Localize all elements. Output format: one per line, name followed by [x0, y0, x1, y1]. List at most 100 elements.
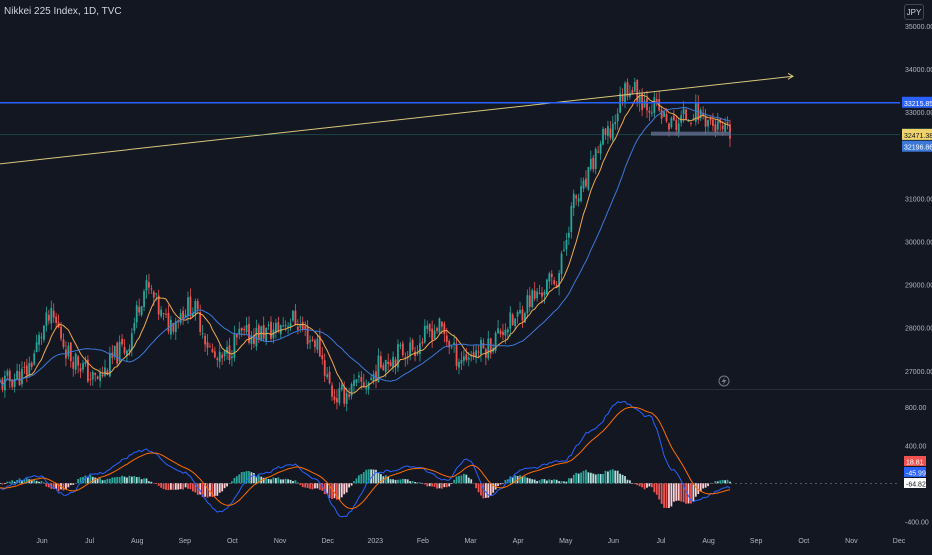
macd-histogram-bar [477, 483, 480, 493]
currency-badge[interactable]: JPY [904, 4, 924, 20]
macd-histogram-bar [475, 483, 477, 489]
candle-body [245, 325, 248, 333]
lightning-icon[interactable] [718, 375, 730, 387]
macd-histogram-bar [392, 479, 394, 484]
candle-body [621, 94, 624, 102]
candle-body [387, 361, 390, 365]
candle-body [353, 380, 355, 386]
macd-histogram-bar [189, 483, 192, 490]
candle-body [633, 82, 636, 92]
candle-body [340, 384, 343, 390]
macd-histogram-bar [318, 483, 321, 490]
macd-histogram-bar [455, 476, 458, 484]
candle-body [367, 382, 370, 390]
macd-histogram-bar [660, 483, 663, 504]
macd-histogram-bar [223, 483, 226, 489]
candle-body [631, 90, 634, 94]
candle-body [555, 284, 558, 288]
candle-body [389, 362, 392, 367]
macd-histogram-bar [221, 483, 224, 492]
candle-body [516, 312, 519, 317]
macd-histogram-bar [372, 469, 375, 484]
macd-histogram-bar [333, 483, 336, 499]
candle-body [699, 109, 702, 118]
macd-histogram-bar [8, 481, 11, 484]
macd-histogram-bar [174, 483, 177, 490]
candle-body [331, 385, 333, 397]
symbol-title[interactable]: Nikkei 225 Index, 1D, TVC [4, 6, 122, 17]
candle-body [426, 325, 429, 329]
macd-histogram-bar [104, 479, 106, 484]
macd-histogram-bar [487, 483, 490, 498]
candle-body [328, 371, 331, 384]
macd-histogram-bar [719, 480, 722, 484]
macd-histogram-bar [245, 471, 248, 484]
macd-histogram-bar [704, 483, 707, 488]
candle-body [77, 356, 80, 366]
time-axis[interactable]: Jun Jul Aug Sep Oct Nov Dec 2023 Feb Mar Apr May Jun… [36, 538, 905, 545]
macd-histogram-bar [450, 483, 453, 484]
candle-body [521, 309, 524, 321]
macd-histogram-bar [653, 483, 656, 493]
candle-body [60, 326, 62, 339]
macd-histogram-bar [484, 483, 487, 498]
macd-histogram-bar [84, 475, 87, 484]
drawings[interactable] [0, 72, 900, 165]
macd-histogram-bar [694, 483, 697, 497]
macd-histogram-bar [162, 483, 165, 490]
candle-body [465, 354, 468, 360]
macd-histogram-bar [357, 475, 360, 484]
candle-body [467, 357, 470, 360]
macd-histogram-bar [626, 479, 629, 484]
macd-histogram-bar [277, 477, 280, 484]
macd-histogram-bar [72, 483, 75, 485]
macd-histogram-bar [565, 481, 568, 484]
macd-histogram-bar [94, 477, 97, 484]
candle-body [94, 372, 97, 375]
macd-histogram-bar [323, 483, 326, 495]
macd-histogram-bar [426, 483, 429, 487]
candle-body [277, 321, 280, 332]
macd-histogram-bar [218, 483, 221, 493]
candle-body [650, 112, 653, 114]
macd-histogram-bar [465, 474, 468, 484]
candle-body [113, 345, 116, 357]
candle-body [118, 341, 121, 362]
macd-histogram-bar [267, 479, 270, 484]
candle-body [196, 301, 199, 309]
candle-body [670, 117, 673, 128]
macd-histogram-bar [191, 483, 194, 492]
macd-signal-line [0, 406, 731, 510]
macd-histogram-bar [580, 472, 582, 484]
candle-body [45, 312, 48, 326]
candle-body [72, 361, 75, 369]
macd-histogram-bar [431, 483, 434, 487]
macd-histogram-bar [299, 483, 302, 486]
candle-body [262, 324, 265, 339]
candle-body [348, 394, 351, 397]
macd-histogram-bar [482, 483, 485, 499]
candle-body [472, 352, 475, 357]
candle-body [360, 376, 363, 382]
macd-histogram-bar [502, 483, 504, 484]
price-axis[interactable]: 35000.00 34000.00 33000.00 31000.00 30000.00… [902, 24, 932, 526]
time-tick-label: Nov [274, 538, 287, 545]
macd-histogram-bar [675, 483, 678, 501]
candle-body [453, 342, 456, 345]
moving-averages [0, 94, 731, 394]
time-tick-label: Jul [85, 538, 94, 545]
candle-body [296, 326, 299, 330]
candle-body [209, 346, 211, 348]
price-tick-label: 27000.00 [905, 369, 932, 376]
macd-histogram-bar [614, 470, 617, 484]
candle-body [152, 291, 155, 298]
candle-body [148, 281, 150, 288]
candle-body [672, 115, 675, 121]
macd-histogram-bar [18, 478, 21, 484]
candle-body [567, 232, 570, 238]
price-badge [902, 96, 932, 108]
candle-body [104, 367, 106, 376]
